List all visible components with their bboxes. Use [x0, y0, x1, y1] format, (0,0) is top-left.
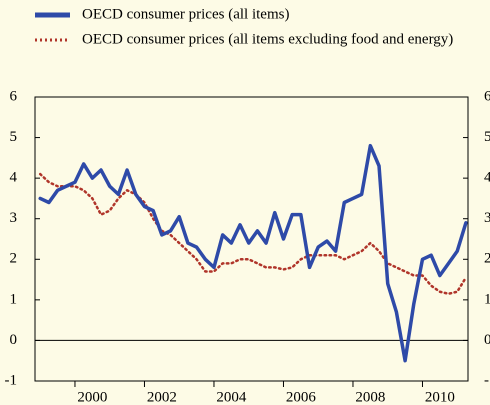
x-tick-label: 2002: [147, 389, 177, 405]
y2-tick-label: -1: [484, 372, 490, 388]
y-tick-label: 1: [10, 291, 18, 307]
y-tick-label: 3: [10, 210, 18, 226]
y2-tick-label: 0: [484, 332, 490, 348]
x-tick-label: 2010: [425, 389, 455, 405]
y-tick-label: 6: [10, 88, 18, 104]
legend-label: OECD consumer prices (all items excludin…: [82, 31, 453, 47]
y2-tick-label: 5: [484, 129, 490, 145]
y-tick-label: -1: [5, 372, 18, 388]
series-line: [38, 143, 468, 363]
y-tick-label: 5: [10, 129, 18, 145]
y2-tick-label: 1: [484, 291, 490, 307]
y2-tick-label: 6: [484, 88, 490, 104]
x-tick-label: 2008: [355, 389, 385, 405]
y2-tick-label: 4: [484, 170, 490, 186]
x-tick-label: 2000: [77, 389, 107, 405]
series-line: [38, 172, 468, 296]
y2-tick-label: 2: [484, 251, 490, 267]
y-tick-label: 0: [10, 332, 18, 348]
y-tick-label: 4: [10, 170, 18, 186]
plot-frame: [34, 96, 469, 382]
y2-tick-label: 3: [484, 210, 490, 226]
y-tick-label: 2: [10, 251, 18, 267]
x-tick-label: 2006: [286, 389, 317, 405]
legend-label: OECD consumer prices (all items): [82, 6, 289, 22]
x-tick-label: 2004: [216, 389, 247, 405]
